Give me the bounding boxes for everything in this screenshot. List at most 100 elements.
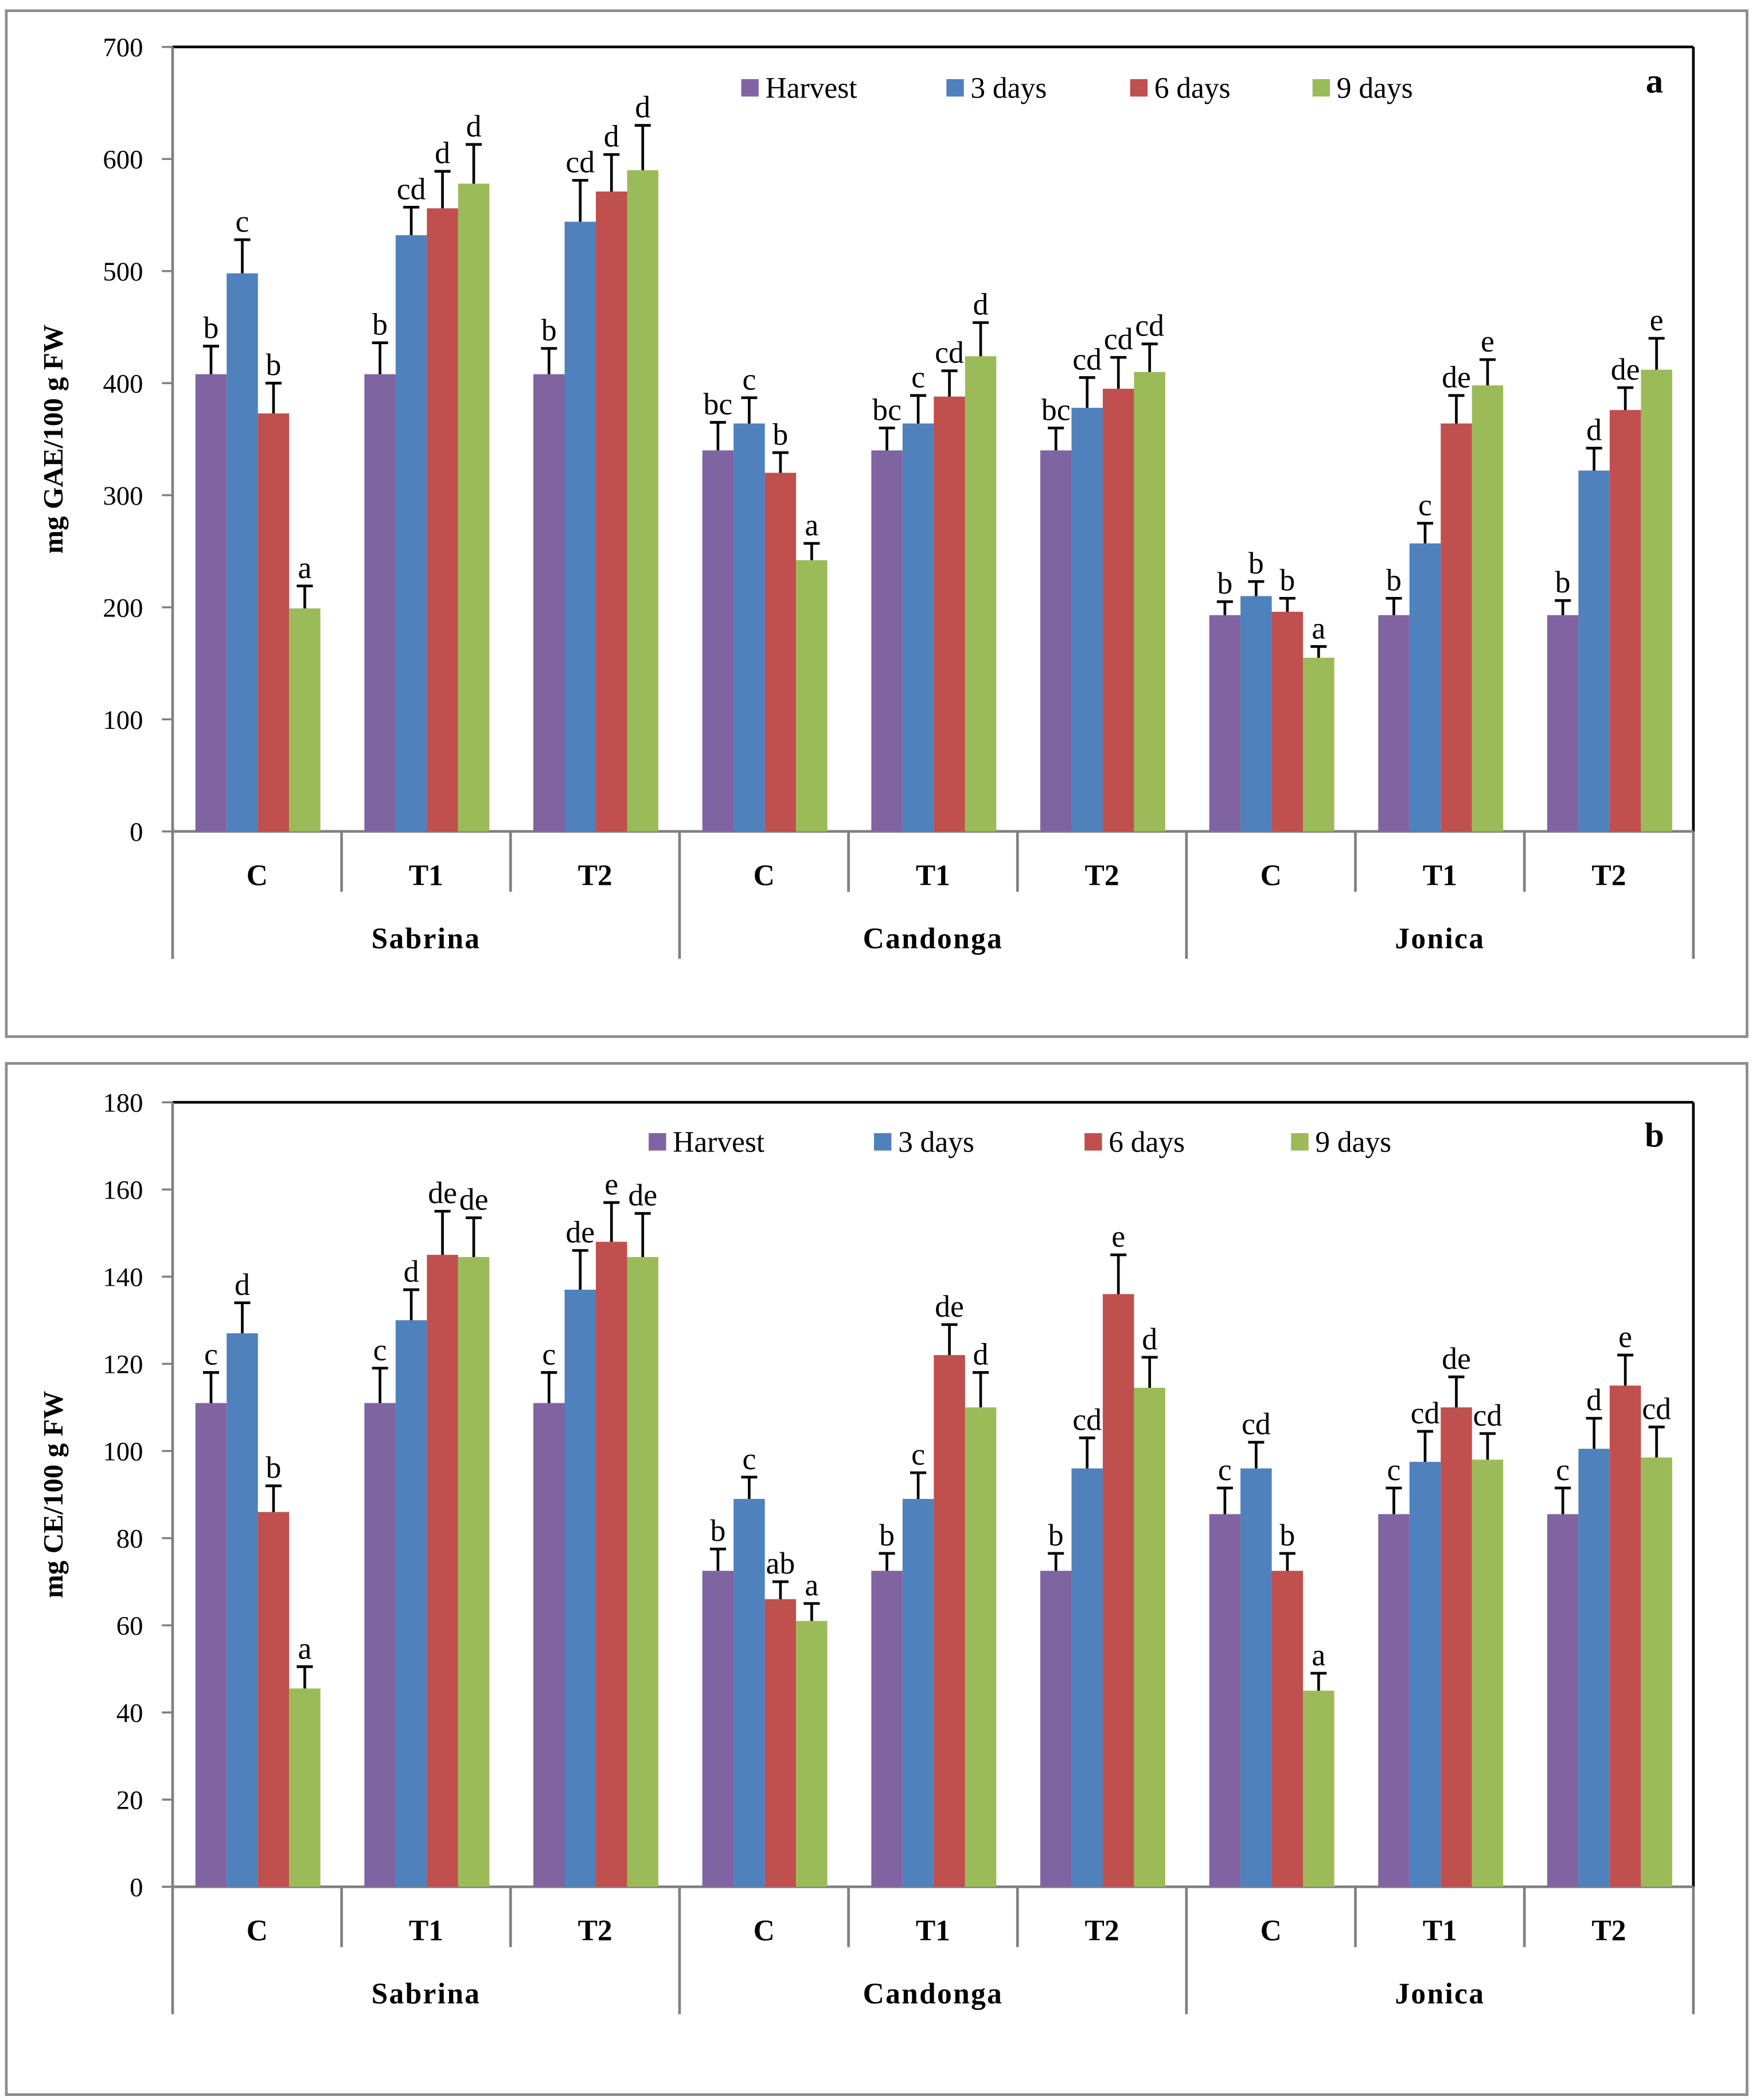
bar-6-days — [764, 473, 797, 832]
y-tick-label: 600 — [103, 145, 143, 175]
bar-9-days — [1641, 1457, 1672, 1887]
bar-6-days — [427, 208, 458, 832]
significance-letter: d — [1586, 412, 1602, 447]
significance-letter: c — [742, 362, 756, 397]
legend-swatch — [946, 79, 964, 97]
bar-9-days — [289, 1688, 321, 1887]
x-category-label: C — [1261, 859, 1282, 892]
legend-label: 6 days — [1154, 72, 1231, 105]
bar-3-days — [1409, 543, 1441, 832]
bar-harvest — [1209, 615, 1241, 832]
significance-letter: c — [742, 1442, 756, 1476]
panel-label: a — [1646, 62, 1663, 100]
significance-letter: d — [604, 119, 619, 153]
significance-letter: de — [1442, 360, 1471, 395]
y-tick-label: 0 — [130, 1873, 143, 1903]
legend-swatch — [1312, 79, 1330, 97]
x-category-label: C — [247, 1915, 268, 1947]
bar-9-days — [965, 356, 997, 832]
significance-letter: e — [1481, 324, 1495, 358]
x-category-label: T2 — [1085, 1915, 1119, 1947]
significance-letter: bc — [704, 387, 733, 421]
significance-letter: d — [635, 90, 650, 124]
significance-letter: b — [710, 1513, 725, 1548]
significance-letter: e — [1650, 303, 1664, 337]
bar-3-days — [902, 423, 934, 832]
x-group-label: Jonica — [1395, 1978, 1485, 2011]
significance-letter: cd — [1242, 1407, 1271, 1441]
bar-3-days — [1240, 596, 1272, 832]
bar-6-days — [595, 191, 627, 832]
significance-letter: cd — [1473, 1398, 1503, 1432]
legend-label: 3 days — [898, 1126, 974, 1159]
y-tick-label: 60 — [116, 1611, 143, 1641]
y-axis-label: mg GAE/100 g FW — [37, 325, 69, 554]
bar-3-days — [1071, 1468, 1103, 1887]
chart-panel-a: 0 100 200 300 400 500 600 700 mg GAE/100 g FW C T1… — [5, 9, 1749, 1038]
significance-letter: b — [1386, 563, 1402, 597]
legend-label: 3 days — [970, 72, 1047, 105]
x-category-label: T1 — [1423, 859, 1457, 892]
bar-3-days — [733, 423, 765, 832]
significance-letter: c — [1556, 1453, 1570, 1487]
bar-harvest — [702, 1571, 734, 1887]
significance-letter: b — [1217, 566, 1232, 600]
legend-label: Harvest — [766, 72, 857, 105]
significance-letter: cd — [1072, 1402, 1102, 1437]
bar-6-days — [1441, 423, 1472, 832]
significance-letter: cd — [1135, 309, 1164, 343]
significance-letter: b — [772, 417, 788, 451]
significance-letter: cd — [1104, 322, 1133, 356]
significance-letter: de — [428, 1176, 457, 1210]
x-category-label: T2 — [1591, 859, 1626, 892]
significance-letter: c — [236, 204, 249, 239]
legend-swatch — [1291, 1133, 1309, 1151]
y-tick-label: 0 — [130, 817, 143, 847]
x-group-label: Sabrina — [372, 922, 481, 955]
x-category-label: T2 — [1591, 1915, 1626, 1947]
legend-swatch — [649, 1133, 666, 1151]
y-tick-label: 300 — [103, 481, 143, 511]
significance-letter: d — [404, 1254, 419, 1289]
bar-harvest — [1040, 1571, 1072, 1887]
significance-letter: a — [1312, 1638, 1325, 1672]
significance-letter: bc — [1041, 392, 1071, 427]
bar-6-days — [257, 1512, 290, 1887]
y-tick-label: 20 — [116, 1786, 143, 1816]
x-category-label: T2 — [578, 859, 612, 892]
bar-harvest — [364, 1403, 396, 1887]
significance-letter: b — [1555, 565, 1571, 599]
bar-6-days — [427, 1255, 458, 1887]
x-category-label: T1 — [409, 1915, 443, 1947]
significance-letter: d — [1586, 1383, 1602, 1417]
significance-letter: cd — [1072, 342, 1102, 376]
legend-swatch — [873, 1133, 892, 1151]
legend-label: 9 days — [1315, 1126, 1391, 1159]
bar-9-days — [1303, 657, 1335, 832]
x-group-label: Candonga — [863, 922, 1004, 955]
bar-3-days — [1578, 1449, 1610, 1887]
significance-letter: d — [973, 287, 989, 322]
bar-6-days — [1271, 1571, 1304, 1887]
y-tick-label: 200 — [103, 593, 143, 623]
y-tick-label: 40 — [116, 1699, 143, 1728]
bar-6-days — [595, 1242, 627, 1887]
significance-letter: cd — [1642, 1391, 1671, 1426]
x-category-label: T2 — [1085, 859, 1119, 892]
bar-9-days — [1472, 1459, 1504, 1887]
x-category-label: C — [247, 859, 268, 892]
significance-letter: e — [604, 1167, 618, 1201]
y-tick-label: 500 — [103, 257, 143, 287]
y-tick-label: 140 — [103, 1263, 143, 1293]
significance-letter: a — [298, 1631, 312, 1665]
significance-letter: d — [973, 1337, 989, 1371]
bar-3-days — [733, 1498, 765, 1887]
significance-letter: de — [628, 1178, 657, 1212]
significance-letter: b — [1248, 546, 1264, 580]
bar-3-days — [395, 1320, 427, 1887]
significance-letter: d — [1142, 1322, 1157, 1356]
significance-letter: bc — [872, 392, 902, 427]
y-tick-label: 160 — [103, 1176, 143, 1205]
x-group-label: Sabrina — [372, 1978, 481, 2011]
